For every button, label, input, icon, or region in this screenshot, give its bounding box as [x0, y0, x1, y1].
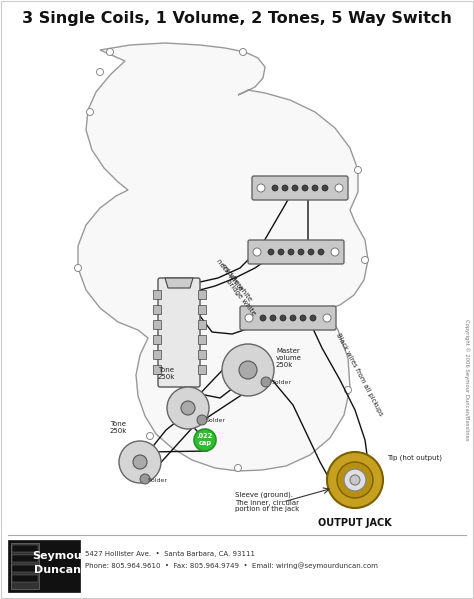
Circle shape: [282, 185, 288, 191]
Circle shape: [310, 315, 316, 321]
Text: Solder: Solder: [206, 418, 226, 423]
Circle shape: [335, 184, 343, 192]
FancyBboxPatch shape: [153, 350, 161, 359]
Circle shape: [280, 315, 286, 321]
Circle shape: [181, 401, 195, 415]
Bar: [11, 543, 39, 589]
Text: Seymour: Seymour: [32, 551, 88, 561]
Circle shape: [272, 185, 278, 191]
Circle shape: [300, 315, 306, 321]
Circle shape: [239, 49, 246, 56]
Circle shape: [270, 315, 276, 321]
Text: neck white: neck white: [215, 258, 243, 292]
Circle shape: [119, 441, 161, 483]
Circle shape: [355, 167, 362, 174]
Circle shape: [350, 475, 360, 485]
Circle shape: [245, 314, 253, 322]
Circle shape: [197, 415, 207, 425]
Text: middle white: middle white: [220, 262, 253, 302]
Circle shape: [344, 469, 366, 491]
Text: Master
volume
250k: Master volume 250k: [276, 348, 302, 368]
Text: Solder: Solder: [272, 380, 292, 385]
Circle shape: [146, 432, 154, 440]
Circle shape: [278, 249, 284, 255]
Circle shape: [318, 249, 324, 255]
Circle shape: [312, 185, 318, 191]
Text: Sleeve (ground).
The inner, circular
portion of the jack: Sleeve (ground). The inner, circular por…: [235, 492, 299, 513]
Circle shape: [257, 184, 265, 192]
FancyBboxPatch shape: [198, 365, 206, 374]
Bar: [8, 540, 80, 592]
Bar: [12, 545, 38, 552]
FancyBboxPatch shape: [198, 290, 206, 299]
FancyBboxPatch shape: [153, 365, 161, 374]
Bar: [12, 575, 38, 582]
FancyBboxPatch shape: [153, 305, 161, 314]
Circle shape: [261, 377, 271, 387]
Circle shape: [362, 256, 368, 264]
Text: bridge white: bridge white: [225, 278, 256, 316]
Text: OUTPUT JACK: OUTPUT JACK: [318, 518, 392, 528]
Text: Black wires from all pickups: Black wires from all pickups: [335, 332, 384, 418]
FancyBboxPatch shape: [158, 278, 200, 387]
FancyBboxPatch shape: [198, 305, 206, 314]
Bar: [12, 555, 38, 562]
Circle shape: [292, 185, 298, 191]
Circle shape: [239, 361, 257, 379]
FancyBboxPatch shape: [153, 290, 161, 299]
Circle shape: [167, 387, 209, 429]
Circle shape: [302, 185, 308, 191]
Circle shape: [97, 68, 103, 75]
Circle shape: [298, 249, 304, 255]
Circle shape: [222, 344, 274, 396]
Bar: [12, 565, 38, 572]
Circle shape: [133, 455, 147, 469]
FancyBboxPatch shape: [153, 320, 161, 329]
Circle shape: [140, 474, 150, 484]
Circle shape: [337, 462, 373, 498]
FancyBboxPatch shape: [252, 176, 348, 200]
Circle shape: [74, 265, 82, 271]
FancyBboxPatch shape: [240, 306, 336, 330]
Text: 3 Single Coils, 1 Volume, 2 Tones, 5 Way Switch: 3 Single Coils, 1 Volume, 2 Tones, 5 Way…: [22, 11, 452, 26]
Circle shape: [308, 249, 314, 255]
Circle shape: [235, 464, 241, 471]
Circle shape: [194, 429, 216, 451]
Text: Tip (hot output): Tip (hot output): [387, 455, 442, 461]
Text: 5427 Hollister Ave.  •  Santa Barbara, CA. 93111: 5427 Hollister Ave. • Santa Barbara, CA.…: [85, 551, 255, 557]
Text: Phone: 805.964.9610  •  Fax: 805.964.9749  •  Email: wiring@seymourduncan.com: Phone: 805.964.9610 • Fax: 805.964.9749 …: [85, 562, 378, 570]
Circle shape: [322, 185, 328, 191]
Circle shape: [260, 315, 266, 321]
Text: Solder: Solder: [148, 478, 168, 483]
FancyBboxPatch shape: [198, 350, 206, 359]
Circle shape: [323, 314, 331, 322]
FancyBboxPatch shape: [153, 335, 161, 344]
FancyBboxPatch shape: [248, 240, 344, 264]
FancyBboxPatch shape: [198, 320, 206, 329]
Text: .022
cap: .022 cap: [197, 434, 213, 446]
Circle shape: [86, 108, 93, 116]
Circle shape: [268, 249, 274, 255]
Circle shape: [331, 248, 339, 256]
Polygon shape: [165, 278, 193, 288]
Text: Duncan.: Duncan.: [35, 565, 86, 575]
Circle shape: [345, 386, 352, 394]
Circle shape: [290, 315, 296, 321]
Circle shape: [253, 248, 261, 256]
Text: Tone
250k: Tone 250k: [110, 421, 128, 434]
Circle shape: [327, 452, 383, 508]
Polygon shape: [78, 43, 368, 471]
FancyBboxPatch shape: [198, 335, 206, 344]
Circle shape: [107, 49, 113, 56]
Text: Tone
250k: Tone 250k: [158, 367, 175, 380]
Circle shape: [288, 249, 294, 255]
Text: Copyright © 2006 Seymour Duncan/Basslines: Copyright © 2006 Seymour Duncan/Bassline…: [464, 319, 470, 441]
